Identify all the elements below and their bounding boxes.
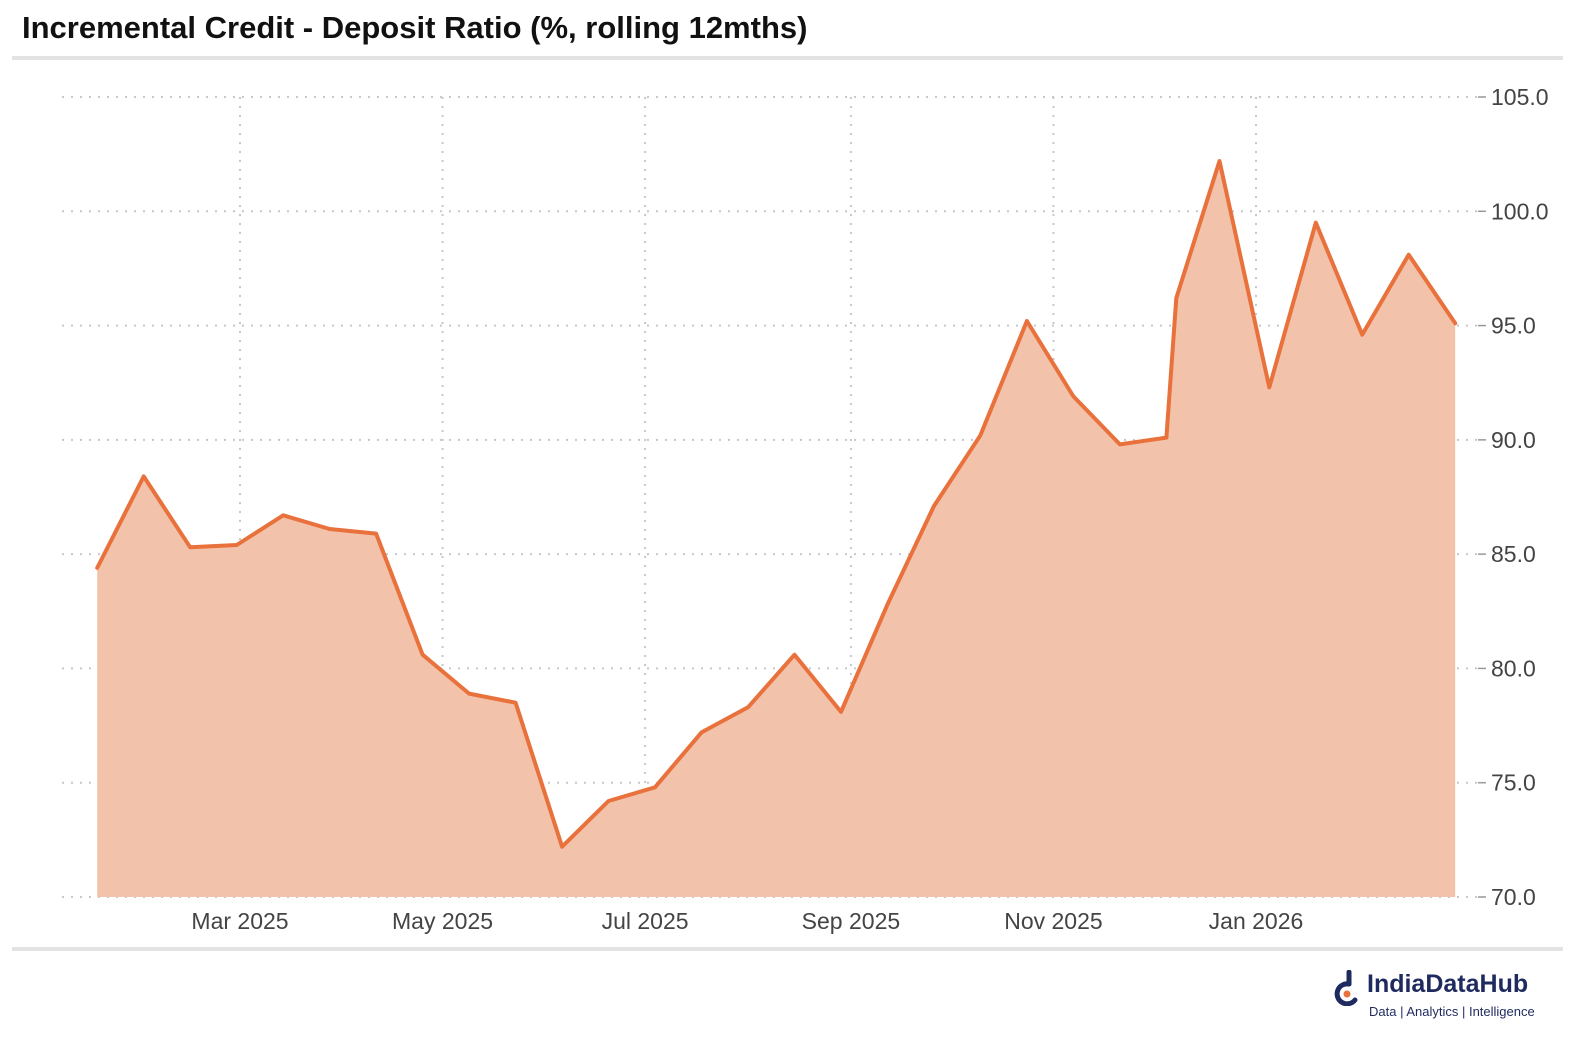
chart-title: Incremental Credit - Deposit Ratio (%, r… (22, 10, 808, 45)
x-axis-ticks: Mar 2025 May 2025 Jul 2025 Sep 2025 Nov 2025… (191, 908, 1303, 934)
data-point (838, 709, 844, 715)
data-point (466, 691, 472, 697)
y-axis-ticks: 70.0 75.0 80.0 85.0 90.0 95.0 100.0 105.0 (1478, 84, 1549, 910)
y-tick-label: 105.0 (1491, 84, 1549, 110)
data-point (280, 512, 286, 518)
y-tick-label: 75.0 (1491, 770, 1536, 796)
data-point (1266, 384, 1272, 390)
data-point (745, 704, 751, 710)
data-point (234, 542, 240, 548)
data-point (606, 798, 612, 804)
data-point (1359, 332, 1365, 338)
data-point (420, 652, 426, 658)
y-tick-label: 90.0 (1491, 427, 1536, 453)
x-tick-label: Jan 2026 (1209, 908, 1304, 934)
y-tick-label: 70.0 (1491, 884, 1536, 910)
x-tick-label: Jul 2025 (602, 908, 689, 934)
logo-tagline: Data | Analytics | Intelligence (1369, 1004, 1535, 1019)
data-point (1117, 441, 1123, 447)
x-tick-label: Mar 2025 (191, 908, 288, 934)
data-point (1024, 318, 1030, 324)
y-tick-label: 80.0 (1491, 655, 1536, 681)
logo-mark-icon (1334, 970, 1358, 1006)
y-tick-label: 85.0 (1491, 541, 1536, 567)
area-fill (97, 161, 1456, 897)
data-point (373, 531, 379, 537)
brand-logo: IndiaDataHub Data | Analytics | Intellig… (1333, 968, 1563, 1028)
x-tick-label: May 2025 (392, 908, 493, 934)
data-point (791, 652, 797, 658)
y-tick-label: 95.0 (1491, 313, 1536, 339)
data-point (1313, 220, 1319, 226)
x-tick-label: Nov 2025 (1004, 908, 1102, 934)
data-point (327, 526, 333, 532)
data-point (1406, 252, 1412, 258)
x-tick-label: Sep 2025 (802, 908, 900, 934)
data-point (931, 503, 937, 509)
title-divider (12, 56, 1563, 60)
data-point (141, 473, 147, 479)
data-point (513, 700, 519, 706)
data-point (1070, 393, 1076, 399)
data-point (652, 784, 658, 790)
series-line (95, 159, 1458, 849)
data-point (187, 544, 193, 550)
logo-name: IndiaDataHub (1367, 970, 1529, 998)
data-point (699, 729, 705, 735)
y-tick-label: 100.0 (1491, 198, 1549, 224)
data-point (977, 432, 983, 438)
data-point (1173, 295, 1179, 301)
credit-deposit-chart: 70.0 75.0 80.0 85.0 90.0 95.0 100.0 105.0 Mar 2… (62, 84, 1549, 934)
footer-divider (12, 947, 1563, 951)
data-point (884, 601, 890, 607)
data-point (559, 844, 565, 850)
data-point (1452, 320, 1458, 326)
data-point (1163, 435, 1169, 441)
data-point (1216, 158, 1222, 164)
data-point (94, 565, 100, 571)
